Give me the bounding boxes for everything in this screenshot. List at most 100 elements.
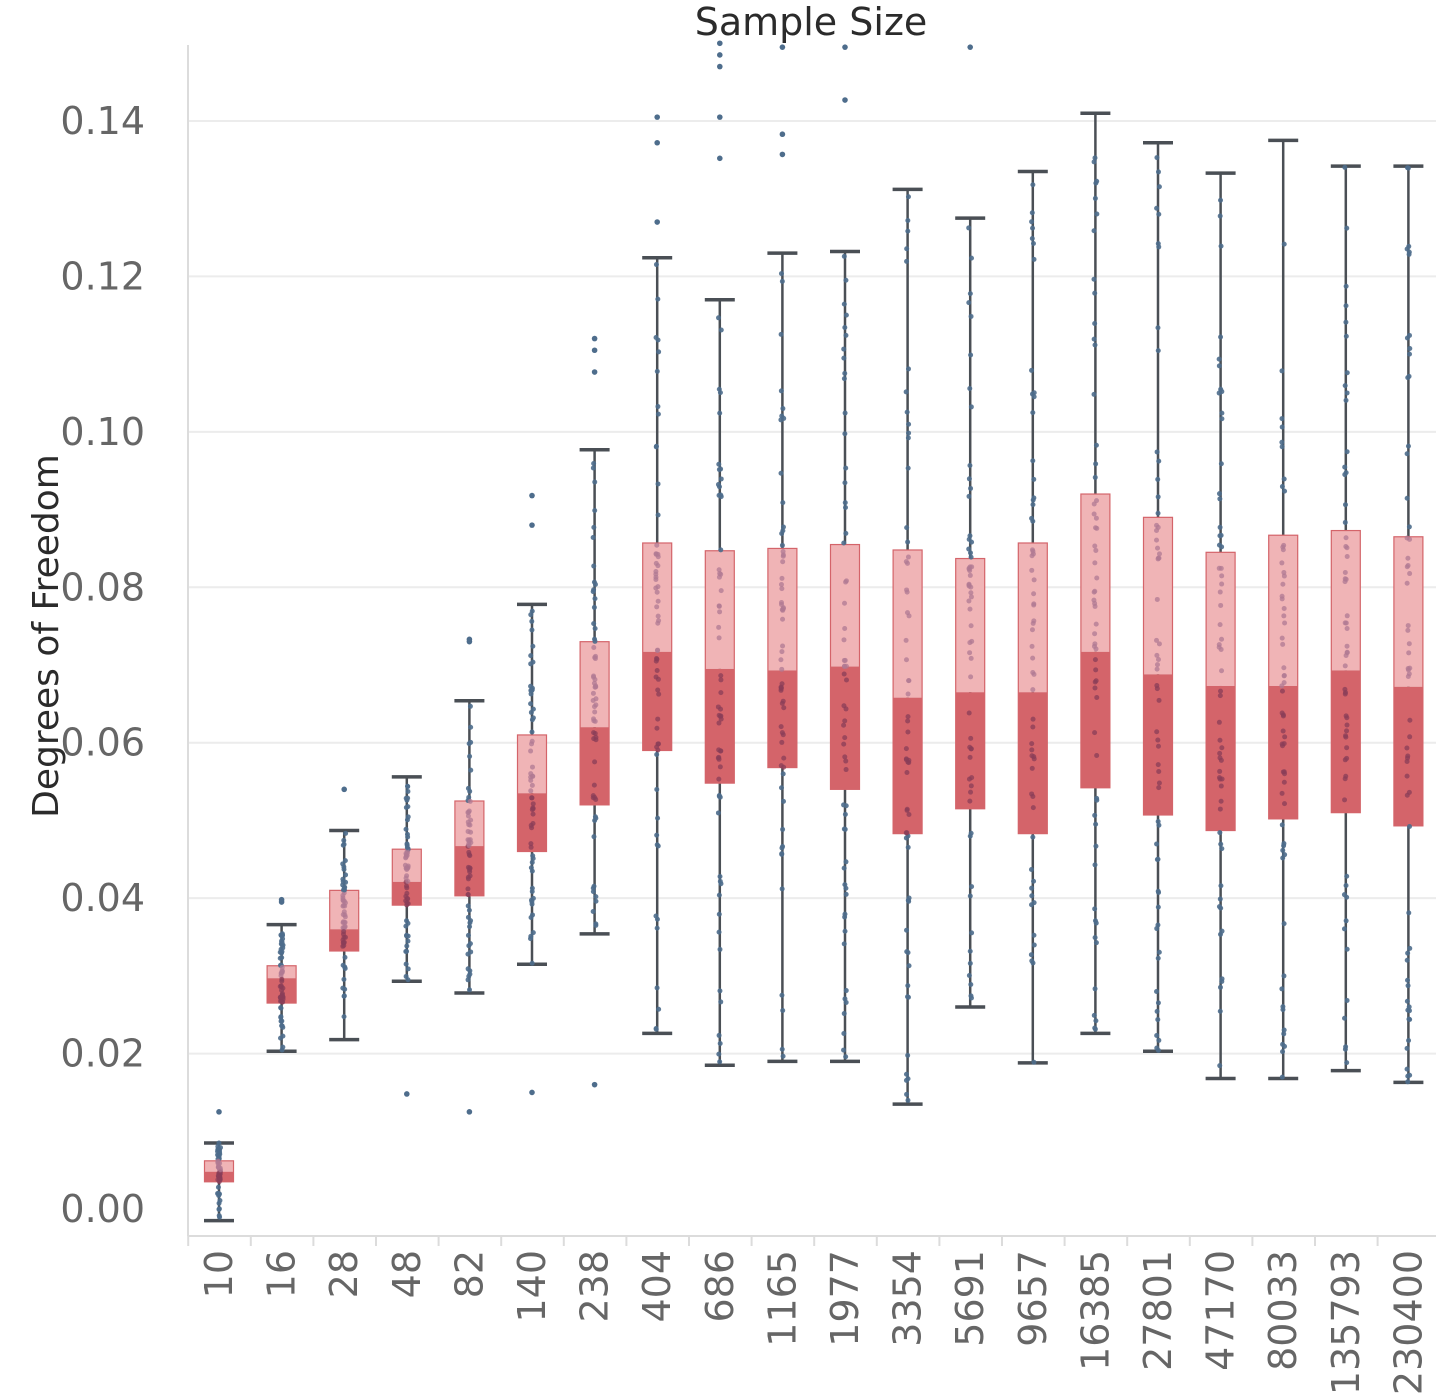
data-point [1343,397,1349,403]
data-point [592,718,598,724]
data-point [1154,537,1160,543]
data-point [279,939,285,945]
x-tick-label: 5691 [948,1250,992,1347]
x-tick-label: 82 [447,1250,491,1298]
data-point [653,656,659,662]
data-point [904,769,910,775]
data-point [1406,251,1412,257]
data-point [342,900,348,906]
data-point [1154,449,1160,455]
data-point [1156,211,1162,217]
data-point [843,891,849,897]
data-point [1029,627,1035,633]
data-point [1217,896,1223,902]
data-point [1404,495,1410,501]
data-point [1029,367,1035,373]
outlier-point [654,219,660,225]
data-point [778,271,784,277]
outlier-point [779,131,786,138]
data-point [1343,773,1349,779]
data-point [1404,246,1410,252]
data-point [1404,998,1410,1004]
data-point [1342,797,1348,803]
data-point [1154,652,1160,658]
data-point [969,539,975,545]
data-point [1091,391,1097,397]
data-point [1029,765,1035,771]
data-point [216,1190,222,1196]
data-point [465,785,471,791]
data-point [717,878,723,884]
outlier-point [341,786,348,793]
data-point [780,771,786,777]
data-point [1279,635,1285,641]
data-point [1406,650,1412,656]
data-point [1404,957,1410,963]
data-point [1406,910,1412,916]
data-point [467,924,473,930]
data-point [341,1014,347,1020]
data-point [968,594,974,600]
x-axis-ticks: 10 16 28 48 82 140 238 404 686 1165 1977 3354 5691 96… [187,1236,1430,1395]
data-point [528,612,534,618]
data-point [967,650,973,656]
outlier-point [591,335,598,342]
data-point [779,413,785,419]
data-point [1154,662,1160,668]
data-point [1279,790,1285,796]
data-point [1279,1074,1285,1080]
outlier-point [967,44,973,50]
data-point [593,894,599,900]
data-point [780,549,786,555]
data-point [1092,1025,1098,1031]
data-point [1281,605,1287,611]
data-point [967,386,973,392]
data-point [779,886,785,892]
data-point [1029,235,1035,241]
data-point [655,584,661,590]
data-point [779,601,785,607]
data-point [654,368,660,374]
data-point [1280,641,1286,647]
data-point [1092,155,1098,161]
data-point [1405,950,1411,956]
data-point [906,613,912,619]
data-point [1029,885,1035,891]
data-point [340,895,346,901]
data-point [1280,1049,1286,1055]
data-point [967,798,973,804]
data-point [1031,878,1037,884]
data-point [280,1024,286,1030]
data-point [968,590,974,596]
data-point [530,801,536,807]
data-point [404,797,410,803]
data-point [654,667,660,673]
data-point [842,754,848,760]
data-point [779,666,785,672]
data-point [1406,1037,1412,1043]
data-point [655,815,661,821]
data-point [905,366,911,372]
data-point [1405,983,1411,989]
data-point [716,892,722,898]
data-point [654,832,660,838]
data-point [1092,812,1098,818]
data-point [967,893,973,899]
data-point [1154,666,1160,672]
data-point [1093,920,1099,926]
data-point [341,940,347,946]
data-point [1092,986,1098,992]
data-point [1155,1017,1161,1023]
data-point [842,882,848,888]
data-point [842,431,848,437]
data-point [968,623,974,629]
data-point [342,954,348,960]
data-point [843,312,849,318]
data-point [593,898,599,904]
data-point [654,786,660,792]
data-point [343,830,349,836]
data-point [1343,303,1349,309]
data-point [1343,576,1349,582]
data-point [467,798,473,804]
data-point [1091,276,1097,282]
